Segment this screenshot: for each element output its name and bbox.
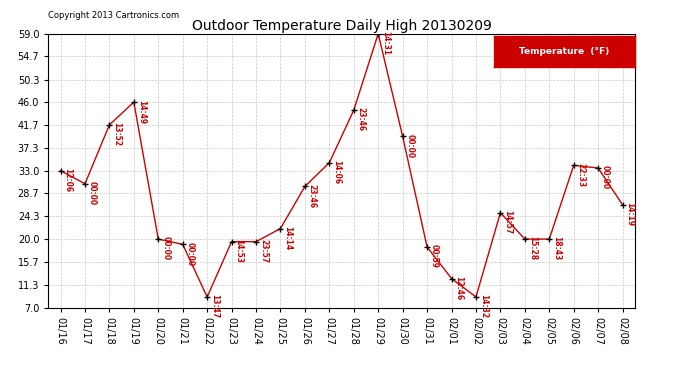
Text: Copyright 2013 Cartronics.com: Copyright 2013 Cartronics.com bbox=[48, 11, 179, 20]
Text: 14:31: 14:31 bbox=[381, 31, 390, 55]
Text: 14:14: 14:14 bbox=[284, 226, 293, 250]
Text: 00:59: 00:59 bbox=[430, 244, 439, 268]
Text: 00:00: 00:00 bbox=[161, 236, 170, 261]
Text: 12:06: 12:06 bbox=[63, 168, 72, 192]
Text: 13:47: 13:47 bbox=[210, 294, 219, 319]
Title: Outdoor Temperature Daily High 20130209: Outdoor Temperature Daily High 20130209 bbox=[192, 19, 491, 33]
Text: 23:46: 23:46 bbox=[308, 184, 317, 208]
Text: 00:00: 00:00 bbox=[88, 181, 97, 205]
Text: 23:57: 23:57 bbox=[259, 239, 268, 263]
Text: 00:00: 00:00 bbox=[186, 242, 195, 266]
Text: 00:00: 00:00 bbox=[406, 134, 415, 158]
Text: 12:46: 12:46 bbox=[455, 276, 464, 300]
Text: 15:28: 15:28 bbox=[528, 236, 537, 261]
Text: 14:19: 14:19 bbox=[626, 202, 635, 226]
Text: 14:53: 14:53 bbox=[235, 239, 244, 263]
Text: 23:46: 23:46 bbox=[357, 108, 366, 132]
Text: 18:43: 18:43 bbox=[552, 236, 561, 261]
Text: 14:32: 14:32 bbox=[479, 294, 488, 318]
Text: 13:52: 13:52 bbox=[112, 122, 121, 146]
Text: 14:06: 14:06 bbox=[333, 160, 342, 184]
Text: 14:49: 14:49 bbox=[137, 99, 146, 124]
Text: 22:33: 22:33 bbox=[577, 163, 586, 187]
Text: 00:00: 00:00 bbox=[601, 165, 610, 189]
Text: 14:57: 14:57 bbox=[503, 210, 513, 234]
